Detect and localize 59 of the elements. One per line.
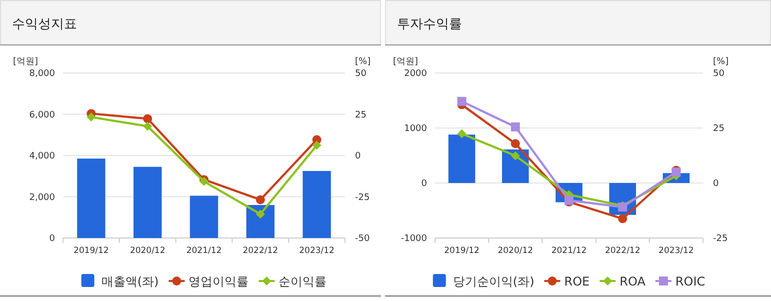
legend-label: 순이익률: [278, 274, 327, 288]
y2-axis-title: [%]: [355, 57, 371, 67]
point: [86, 112, 96, 122]
x-tick-label: 2022/12: [604, 246, 640, 256]
bar: [77, 158, 106, 238]
y-tick-label: 2000: [404, 69, 428, 79]
legend-label: ROIC: [675, 274, 706, 288]
point: [256, 195, 265, 204]
y-tick-label: -1000: [400, 234, 428, 244]
y2-tick-label: -25: [713, 234, 728, 244]
x-tick-label: 2019/12: [74, 246, 109, 256]
bar: [134, 166, 162, 238]
chart-title: 수익성지표: [12, 17, 77, 32]
x-tick-label: 2020/12: [130, 246, 166, 256]
y-tick-label: 4,000: [29, 152, 56, 162]
x-tick-label: 2019/12: [444, 246, 480, 256]
x-tick-label: 2021/12: [551, 246, 587, 256]
point: [510, 151, 520, 160]
y2-tick-label: -25: [355, 192, 370, 203]
x-tick-label: 2023/12: [658, 246, 694, 256]
y2-tick-label: 0: [713, 179, 719, 189]
x-tick-label: 2021/12: [186, 246, 222, 256]
x-tick-label: 2020/12: [498, 246, 534, 256]
bar: [448, 134, 476, 183]
point: [312, 140, 322, 150]
point: [457, 96, 466, 106]
point: [143, 114, 152, 124]
legend-label: ROE: [564, 274, 590, 288]
y2-tick-label: 25: [713, 124, 724, 134]
legend-label: ROA: [620, 274, 646, 288]
point: [618, 214, 628, 224]
y-tick-label: 1000: [404, 124, 428, 134]
bar: [302, 170, 331, 238]
point: [256, 210, 265, 219]
y-axis-title: [억원]: [13, 57, 38, 67]
legend-label: 당기순이익(좌): [452, 274, 534, 288]
y2-tick-label: -50: [355, 234, 370, 244]
x-tick-label: 2023/12: [299, 246, 334, 256]
point: [457, 129, 466, 138]
y-tick-label: 6,000: [29, 110, 56, 120]
y-tick-label: 0: [421, 179, 428, 189]
bar: [246, 205, 274, 238]
point: [510, 122, 520, 132]
x-tick-label: 2022/12: [242, 246, 278, 256]
y2-tick-label: 0: [355, 152, 361, 162]
y2-tick-label: 50: [713, 69, 725, 79]
y2-tick-label: 25: [355, 110, 366, 120]
y-tick-label: 2,000: [29, 192, 56, 203]
y-tick-label: 8,000: [29, 69, 56, 79]
bar: [190, 196, 218, 238]
y2-tick-label: 50: [355, 69, 367, 79]
point: [143, 122, 152, 131]
legend-label: 영업이익률: [188, 274, 249, 288]
y-axis-title: [억원]: [393, 57, 418, 67]
legend-label: 매출액(좌): [101, 274, 159, 288]
point: [510, 139, 520, 148]
y-tick-label: 0: [49, 234, 56, 244]
y2-axis-title: [%]: [713, 57, 729, 67]
chart-title: 투자수익률: [397, 17, 462, 32]
